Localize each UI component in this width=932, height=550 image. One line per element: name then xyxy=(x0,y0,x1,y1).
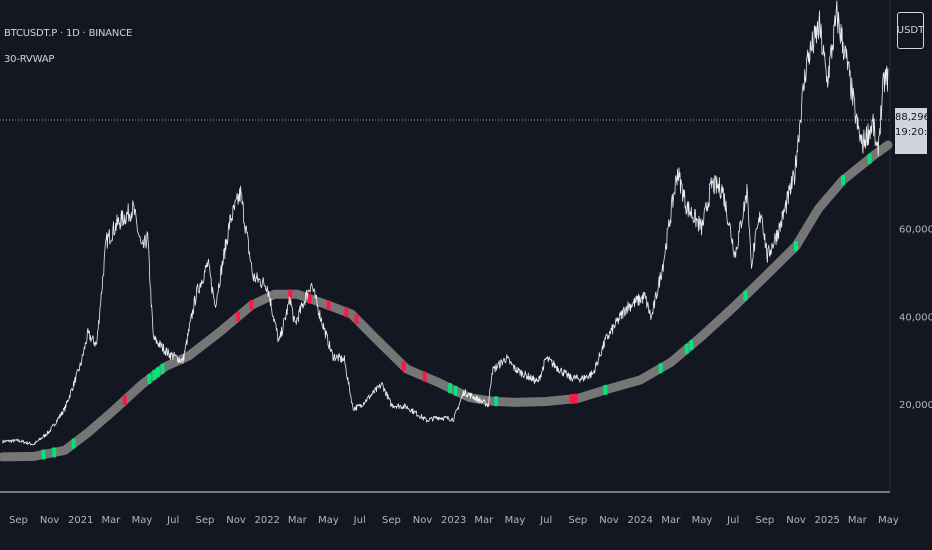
bull-signal-marker xyxy=(867,153,872,164)
y-tick-label: 40,000.0 xyxy=(899,312,932,323)
y-tick-label: 60,000.0 xyxy=(899,224,932,235)
x-tick-label: Mar xyxy=(661,515,681,526)
bull-signal-marker xyxy=(147,373,152,384)
bull-signal-marker xyxy=(160,363,165,374)
x-tick-label: Nov xyxy=(786,515,806,526)
x-tick-label: Mar xyxy=(288,515,308,526)
bull-signal-marker xyxy=(448,383,453,394)
x-tick-label: 2021 xyxy=(68,515,93,526)
bar-countdown: 19:20:20 xyxy=(895,127,932,138)
x-tick-label: Jul xyxy=(353,515,366,526)
bear-signal-marker xyxy=(326,300,331,311)
x-tick-label: Sep xyxy=(568,515,587,526)
indicator-label[interactable]: 30-RVWAP xyxy=(4,54,55,65)
x-tick-label: 2022 xyxy=(254,515,279,526)
bear-signal-marker xyxy=(401,361,406,371)
x-tick-label: 2024 xyxy=(627,515,652,526)
bear-signal-marker xyxy=(307,293,312,304)
x-tick-label: Jul xyxy=(166,515,179,526)
bull-signal-marker xyxy=(155,367,160,378)
bull-signal-marker xyxy=(494,396,499,407)
y-tick-label: 20,000.0 xyxy=(899,400,932,411)
x-tick-label: Nov xyxy=(599,515,619,526)
x-tick-label: May xyxy=(318,515,339,526)
bull-signal-marker xyxy=(71,438,76,449)
last-price-value: 88,296.8 xyxy=(895,112,932,123)
bear-signal-marker xyxy=(236,311,241,322)
bull-signal-marker xyxy=(603,384,608,395)
x-tick-label: Mar xyxy=(101,515,121,526)
bull-signal-marker xyxy=(743,290,748,301)
bull-signal-marker xyxy=(794,241,798,251)
bull-signal-marker xyxy=(684,344,689,354)
x-tick-label: Mar xyxy=(848,515,868,526)
x-tick-label: Nov xyxy=(226,515,246,526)
symbol-title[interactable]: BTCUSDT.P · 1D · BINANCE xyxy=(4,28,133,39)
bear-signal-marker xyxy=(249,300,254,311)
bull-signal-marker xyxy=(152,370,157,380)
x-tick-label: May xyxy=(692,515,713,526)
x-tick-label: May xyxy=(505,515,526,526)
bear-signal-marker xyxy=(569,394,574,404)
bull-signal-marker xyxy=(41,449,46,460)
last-price-label: 88,296.8 19:20:20 xyxy=(895,108,932,154)
bear-signal-marker xyxy=(354,314,359,325)
x-tick-label: Nov xyxy=(413,515,433,526)
bull-signal-marker xyxy=(52,447,57,458)
bull-signal-marker xyxy=(689,340,694,351)
x-tick-label: Nov xyxy=(40,515,60,526)
bear-signal-marker xyxy=(122,395,127,406)
x-tick-label: 2025 xyxy=(814,515,839,526)
x-tick-label: May xyxy=(878,515,899,526)
bear-signal-marker xyxy=(422,371,427,382)
x-tick-label: Sep xyxy=(9,515,28,526)
price-series-line xyxy=(2,0,889,446)
rvwap-band xyxy=(0,140,893,462)
x-tick-label: Mar xyxy=(474,515,494,526)
x-tick-label: Sep xyxy=(755,515,774,526)
bear-signal-marker xyxy=(573,393,578,404)
x-tick-label: 2023 xyxy=(441,515,466,526)
x-tick-label: Sep xyxy=(195,515,214,526)
x-tick-label: Jul xyxy=(726,515,739,526)
x-tick-label: Jul xyxy=(539,515,552,526)
currency-badge[interactable]: USDT xyxy=(897,12,924,49)
bull-signal-marker xyxy=(658,363,663,374)
bull-signal-marker xyxy=(453,385,458,396)
x-tick-label: Sep xyxy=(382,515,401,526)
bear-signal-marker xyxy=(344,307,349,318)
bull-signal-marker xyxy=(841,175,845,186)
x-tick-label: May xyxy=(132,515,153,526)
